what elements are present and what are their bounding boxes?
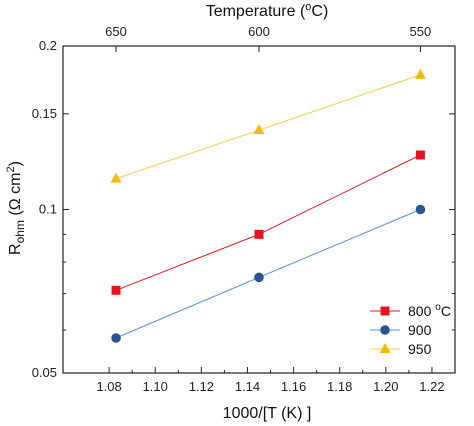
- plot-border: [62, 45, 456, 374]
- left-axis: 0.05 0.1 0.15 0.2: [32, 38, 455, 380]
- top-tick-label: 650: [105, 24, 127, 39]
- x-tick-label: 1.12: [189, 379, 214, 394]
- legend: 800 oC 900 950: [370, 302, 451, 357]
- legend-label: 950: [408, 341, 432, 357]
- legend-label-main: 800: [408, 303, 435, 319]
- bottom-axis: 1.08 1.10 1.12 1.14 1.16 1.18 1.20 1.22: [96, 367, 445, 394]
- x-tick-label: 1.16: [281, 379, 306, 394]
- series-3: [110, 68, 426, 183]
- legend-item: 800 oC: [370, 302, 451, 319]
- series-line: [115, 209, 421, 339]
- legend-label-main: 900: [408, 322, 432, 338]
- x-tick-label: 1.20: [373, 379, 398, 394]
- legend-label-end: C: [441, 303, 451, 319]
- data-point-circle: [380, 325, 390, 335]
- data-point-square: [111, 285, 121, 295]
- data-point-triangle: [253, 124, 265, 135]
- y-tick-label: 0.2: [39, 38, 57, 53]
- x-axis-title: 1000/[T (K) ]: [223, 405, 312, 422]
- x-tick-label: 1.22: [419, 379, 444, 394]
- top-tick-label: 600: [248, 24, 270, 39]
- top-axis: 650 600 550: [105, 24, 431, 52]
- x-tick-label: 1.18: [327, 379, 352, 394]
- x-tick-label: 1.08: [96, 379, 121, 394]
- data-point-triangle: [110, 172, 122, 183]
- legend-label-sup: o: [435, 302, 441, 313]
- y-tick-label: 0.15: [32, 106, 57, 121]
- series-2: [111, 204, 426, 343]
- x-tick-label: 1.14: [235, 379, 260, 394]
- legend-item: 900: [370, 322, 432, 338]
- top-axis-title: Temperature (oC): [206, 1, 329, 20]
- legend-label: 900: [408, 322, 432, 338]
- top-tick-label: 550: [410, 24, 432, 39]
- x-tick-label: 1.10: [143, 379, 168, 394]
- series-1: [111, 150, 425, 295]
- series-line: [115, 154, 421, 291]
- series-line: [115, 74, 421, 180]
- y-axis-title: Rohm (Ω cm2): [5, 161, 27, 255]
- legend-item: 950: [370, 341, 432, 357]
- data-point-circle: [415, 204, 426, 215]
- data-point-circle: [254, 272, 264, 283]
- y-tick-label: 0.1: [39, 202, 57, 217]
- data-point-triangle: [414, 68, 426, 79]
- data-point-square: [415, 150, 425, 160]
- legend-label: 800 oC: [408, 302, 451, 319]
- legend-label-main: 950: [408, 341, 432, 357]
- data-point-circle: [111, 333, 121, 343]
- plot-frame: [62, 45, 456, 374]
- data-point-square: [254, 229, 264, 239]
- series-layer: [110, 68, 426, 343]
- data-point-triangle: [379, 343, 391, 353]
- y-tick-label: 0.05: [32, 365, 57, 380]
- data-point-square: [380, 306, 390, 316]
